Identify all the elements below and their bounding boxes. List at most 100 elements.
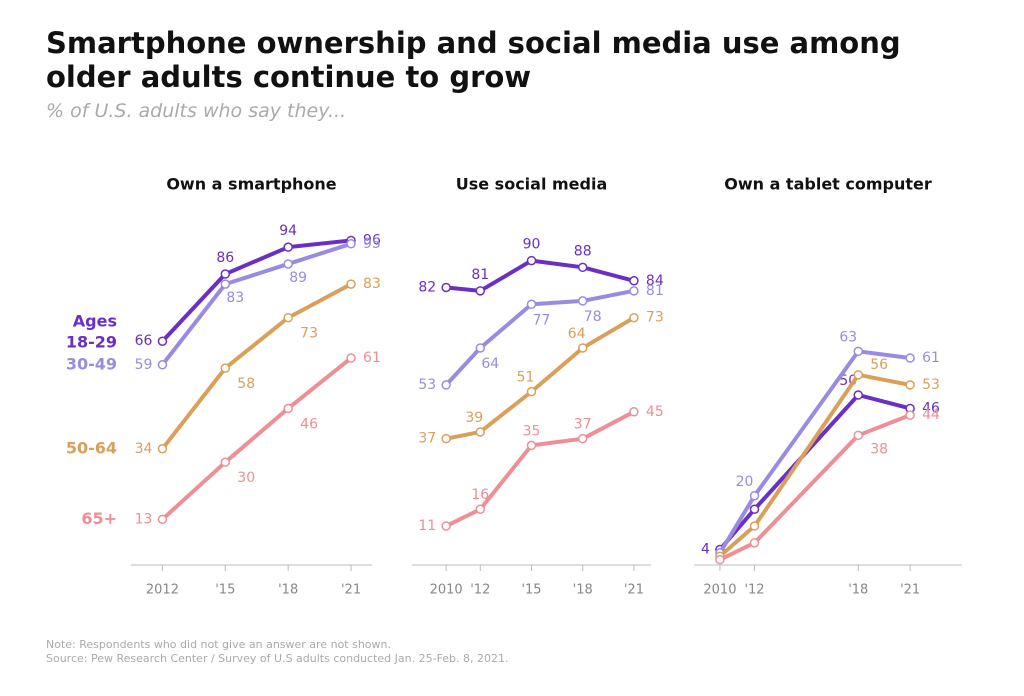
data-label: 4 <box>701 542 710 558</box>
data-label: 46 <box>300 416 318 432</box>
chart: Ages Own a smartphone 2012 '15 '18 '21 66 86 94… <box>66 175 962 598</box>
x-tick-label: '18 <box>278 583 298 598</box>
data-label: 63 <box>839 329 857 345</box>
data-label: 84 <box>646 273 664 289</box>
x-tick-label: '12 <box>744 583 764 598</box>
data-label: 53 <box>418 377 436 393</box>
legend-label: 18-29 <box>66 333 117 352</box>
data-label: 81 <box>646 283 664 299</box>
data-label: 78 <box>584 309 602 325</box>
series-line <box>718 372 911 558</box>
series-line <box>161 356 353 521</box>
series-line <box>718 393 911 551</box>
data-label: 37 <box>574 417 592 433</box>
data-label: 90 <box>523 237 541 253</box>
data-label: 44 <box>922 407 940 423</box>
note: Note: Respondents who did not give an an… <box>46 638 392 651</box>
data-point <box>220 457 231 467</box>
legend-label: 50-64 <box>66 438 117 457</box>
data-point <box>905 410 915 420</box>
legend-title: Ages <box>73 312 117 331</box>
data-point <box>475 286 486 296</box>
x-tick-label: '18 <box>848 583 868 598</box>
x-tick-label: 2010 <box>703 583 736 598</box>
series-line <box>160 238 352 343</box>
data-point <box>526 299 537 310</box>
data-point <box>283 259 293 269</box>
data-point <box>853 390 864 400</box>
data-label: 88 <box>574 243 592 259</box>
data-point <box>577 433 588 444</box>
data-label: 89 <box>289 270 307 286</box>
x-tick-label: 2010 <box>430 583 463 598</box>
data-label: 61 <box>922 350 940 366</box>
data-point <box>526 386 537 397</box>
data-label: 83 <box>226 290 244 306</box>
data-label: 64 <box>568 326 586 342</box>
data-point <box>853 346 864 357</box>
data-label: 38 <box>870 441 888 457</box>
x-tick-label: '15 <box>215 583 235 598</box>
x-tick-label: '21 <box>341 583 361 598</box>
data-point <box>346 353 356 363</box>
data-label: 16 <box>471 487 489 503</box>
data-point <box>475 504 486 514</box>
data-label: 11 <box>418 518 436 534</box>
data-label: 86 <box>216 250 234 266</box>
data-point <box>905 353 915 363</box>
data-point <box>441 521 451 531</box>
data-point <box>749 521 760 531</box>
x-tick-label: '12 <box>470 583 490 598</box>
data-label: 30 <box>237 470 255 486</box>
data-label: 20 <box>736 474 754 490</box>
data-point <box>475 343 486 353</box>
data-point <box>577 262 588 273</box>
data-point <box>629 407 639 417</box>
data-label: 94 <box>279 223 297 239</box>
data-label: 77 <box>533 312 551 328</box>
data-point <box>526 440 537 451</box>
data-point <box>157 514 168 525</box>
data-label: 64 <box>481 356 499 372</box>
data-label: 82 <box>418 279 436 295</box>
data-point <box>853 370 864 380</box>
data-label: 39 <box>465 410 483 426</box>
data-point <box>715 554 725 565</box>
data-point <box>283 403 293 414</box>
data-label: 53 <box>922 377 940 393</box>
title: Smartphone ownership and social media us… <box>46 26 901 94</box>
data-point <box>346 239 356 249</box>
data-label: 61 <box>363 350 381 366</box>
data-point <box>629 276 639 286</box>
x-tick-label: 2012 <box>146 583 179 598</box>
data-point <box>441 282 451 293</box>
panel-title: Use social media <box>456 175 608 194</box>
series-line <box>718 349 911 554</box>
series-line <box>444 288 635 387</box>
data-point <box>220 279 231 289</box>
legend-label: 65+ <box>81 509 117 528</box>
data-label: 59 <box>135 357 153 373</box>
data-point <box>441 380 451 390</box>
data-point <box>157 444 168 454</box>
data-point <box>853 430 864 441</box>
data-label: 37 <box>418 431 436 447</box>
data-point <box>283 312 293 323</box>
data-label: 96 <box>363 232 381 248</box>
legend-label: 30-49 <box>66 354 117 373</box>
data-label: 35 <box>523 423 541 439</box>
data-point <box>441 433 451 444</box>
data-label: 46 <box>922 400 940 416</box>
source: Source: Pew Research Center / Survey of … <box>46 652 509 665</box>
data-point <box>157 360 168 370</box>
data-point <box>526 255 537 266</box>
x-tick-label: '15 <box>521 583 541 598</box>
x-tick-label: '21 <box>624 583 644 598</box>
data-label: 56 <box>870 357 888 373</box>
data-label: 73 <box>300 326 318 342</box>
data-point <box>905 380 915 390</box>
subtitle: % of U.S. adults who say they... <box>46 100 347 122</box>
panel-title: Own a tablet computer <box>724 175 932 194</box>
data-label: 81 <box>471 267 489 283</box>
